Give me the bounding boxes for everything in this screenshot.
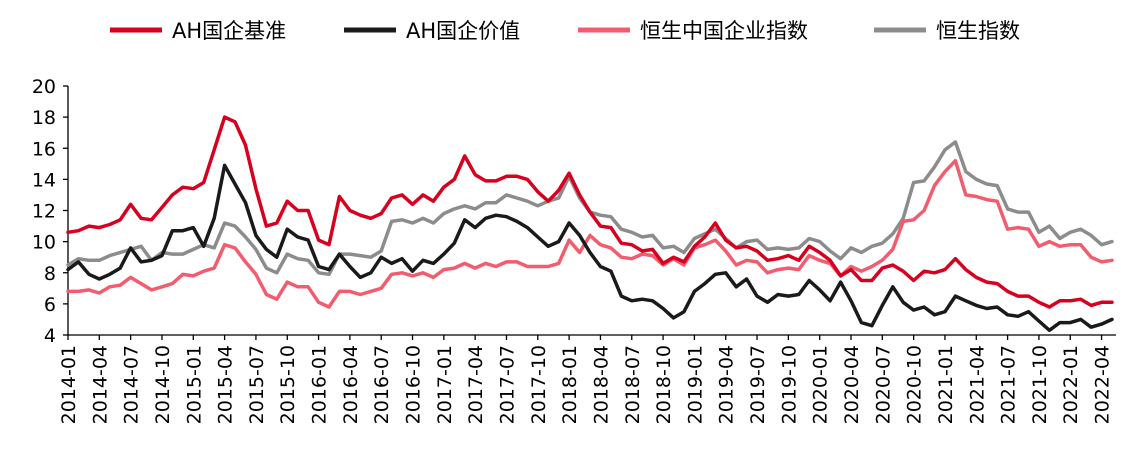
- x-tick-label: 2015-07: [246, 345, 268, 424]
- x-tick-label: 2019-07: [747, 345, 769, 424]
- series-line-2: [66, 163, 1114, 333]
- y-axis: 4 6 8 10 12 14 16 18 20: [32, 76, 69, 347]
- x-tick-label: 2018-07: [622, 345, 644, 424]
- y-tick-label: 18: [32, 107, 56, 129]
- x-tick-label: 2017-01: [434, 345, 456, 424]
- x-tick-label: 2018-04: [590, 345, 612, 424]
- x-tick-label: 2020-01: [810, 345, 832, 424]
- x-tick-label: 2015-04: [215, 345, 237, 424]
- x-tick-label: 2020-10: [904, 345, 926, 424]
- y-tick-label: 16: [32, 138, 56, 160]
- legend-label-1: AH国企基准: [172, 19, 286, 43]
- x-tick-label: 2021-01: [935, 345, 957, 424]
- x-tick-label: 2017-07: [496, 345, 518, 424]
- x-tick-label: 2020-07: [872, 345, 894, 424]
- x-axis: 2014-01 2014-04 2014-07 2014-10 2015-01 2015-…: [58, 334, 1116, 424]
- y-tick-label: 20: [32, 76, 56, 98]
- y-tick-label: 14: [32, 169, 56, 191]
- x-tick-label: 2021-10: [1029, 345, 1051, 424]
- y-tick-label: 10: [32, 232, 56, 254]
- x-tick-label: 2022-04: [1092, 345, 1114, 424]
- series-line-1: [66, 115, 1114, 309]
- y-tick-label: 8: [44, 263, 56, 285]
- x-tick-label: 2015-01: [183, 345, 205, 424]
- x-tick-label: 2022-01: [1060, 345, 1082, 424]
- x-tick-label: 2014-07: [121, 345, 143, 424]
- x-tick-label: 2020-04: [841, 345, 863, 424]
- legend-label-4: 恒生指数: [936, 19, 1020, 43]
- x-tick-label: 2017-04: [465, 345, 487, 424]
- x-tick-label: 2016-07: [371, 345, 393, 424]
- x-tick-label: 2019-10: [778, 345, 800, 424]
- series-line-3: [66, 158, 1114, 309]
- x-tick-label: 2019-01: [684, 345, 706, 424]
- x-tick-label: 2021-04: [966, 345, 988, 424]
- x-tick-label: 2018-01: [559, 345, 581, 424]
- x-tick-label: 2015-10: [277, 345, 299, 424]
- x-tick-label: 2016-10: [403, 345, 425, 424]
- x-tick-label: 2014-10: [152, 345, 174, 424]
- x-tick-label: 2016-01: [309, 345, 331, 424]
- y-tick-label: 6: [44, 294, 56, 316]
- x-tick-label: 2016-04: [340, 345, 362, 424]
- plot-area: [66, 115, 1114, 333]
- y-tick-label: 4: [44, 325, 56, 347]
- x-tick-label: 2017-10: [528, 345, 550, 424]
- x-tick-label: 2014-01: [58, 345, 80, 424]
- x-tick-label: 2018-10: [653, 345, 675, 424]
- y-tick-label: 12: [32, 201, 56, 223]
- x-tick-label: 2019-04: [716, 345, 738, 424]
- legend: AH国企基准 AH国企价值 恒生中国企业指数 恒生指数: [110, 19, 1020, 43]
- legend-label-2: AH国企价值: [406, 19, 520, 43]
- x-tick-label: 2014-04: [89, 345, 111, 424]
- legend-label-3: 恒生中国企业指数: [640, 19, 808, 43]
- x-tick-label: 2021-07: [998, 345, 1020, 424]
